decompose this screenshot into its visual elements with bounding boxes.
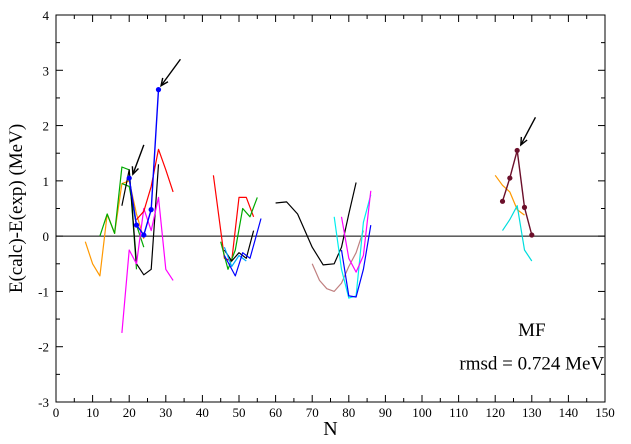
arrow-shaft — [132, 144, 145, 175]
data-point — [529, 232, 535, 238]
x-tick-label: 20 — [123, 405, 136, 420]
series-line-12 — [223, 218, 262, 277]
x-tick-label: 70 — [306, 405, 319, 420]
series-line-7 — [128, 89, 160, 236]
markers-group — [126, 87, 535, 238]
series-line-5 — [121, 196, 174, 333]
x-tick-label: 130 — [522, 405, 542, 420]
series-line-4 — [121, 164, 160, 276]
x-tick-label: 0 — [53, 405, 60, 420]
series-line-6 — [136, 148, 174, 220]
data-point — [155, 87, 162, 93]
x-tick-label: 90 — [379, 405, 392, 420]
y-tick-label: 1 — [43, 174, 50, 189]
series-line-13 — [275, 182, 357, 266]
series-line-16 — [340, 190, 372, 273]
series-line-17 — [340, 225, 372, 298]
data-point — [521, 204, 528, 210]
arrow-shaft — [520, 116, 537, 146]
x-tick-label: 100 — [412, 405, 432, 420]
data-point — [514, 147, 520, 154]
x-tick-label: 110 — [449, 405, 468, 420]
series-line-9 — [220, 197, 258, 270]
x-tick-label: 50 — [233, 405, 246, 420]
data-point — [507, 175, 513, 181]
data-point — [126, 175, 132, 181]
series-line-8 — [212, 175, 255, 262]
x-axis-label: N — [323, 418, 337, 439]
y-tick-label: -3 — [38, 395, 49, 410]
y-axis-label: E(calc)-E(exp) (MeV) — [6, 124, 27, 293]
x-ticks-group: 0 10 20 30 40 50 60 70 80 90 100 110 120 130 140 150 — [53, 15, 615, 420]
x-tick-label: 40 — [196, 405, 209, 420]
y-tick-label: 0 — [43, 229, 50, 244]
x-tick-label: 80 — [342, 405, 355, 420]
x-tick-label: 140 — [559, 405, 579, 420]
annotation-label: MF — [518, 320, 545, 341]
data-point — [148, 207, 154, 213]
series-line-10 — [223, 230, 255, 262]
annotation-rmsd: rmsd = 0.724 MeV — [459, 353, 604, 374]
series-line-19 — [502, 205, 533, 262]
x-tick-label: 60 — [269, 405, 282, 420]
series-line-20 — [501, 149, 533, 236]
y-tick-label: -1 — [38, 284, 49, 299]
x-tick-label: 30 — [159, 405, 172, 420]
y-tick-label: 2 — [43, 119, 50, 134]
y-tick-label: 4 — [43, 8, 50, 23]
x-tick-label: 120 — [485, 405, 505, 420]
data-point — [499, 198, 506, 204]
series-line-0 — [84, 213, 108, 277]
arrows-group — [131, 58, 537, 176]
y-tick-label: 3 — [43, 63, 50, 78]
series-line-14 — [311, 230, 364, 292]
arrow-shaft — [160, 58, 182, 87]
data-point — [133, 222, 140, 228]
x-tick-label: 10 — [86, 405, 99, 420]
y-ticks-group: -3 -2 -1 0 1 2 3 4 — [38, 8, 605, 410]
arrow-head — [131, 166, 139, 176]
arrow-head — [160, 77, 169, 88]
series-line-11 — [223, 246, 247, 268]
series-line-15 — [333, 194, 372, 299]
data-point — [141, 232, 147, 238]
x-tick-label: 150 — [595, 405, 615, 420]
y-tick-label: -2 — [38, 340, 49, 355]
arrow-head — [520, 136, 528, 147]
series-line-18 — [494, 174, 525, 216]
